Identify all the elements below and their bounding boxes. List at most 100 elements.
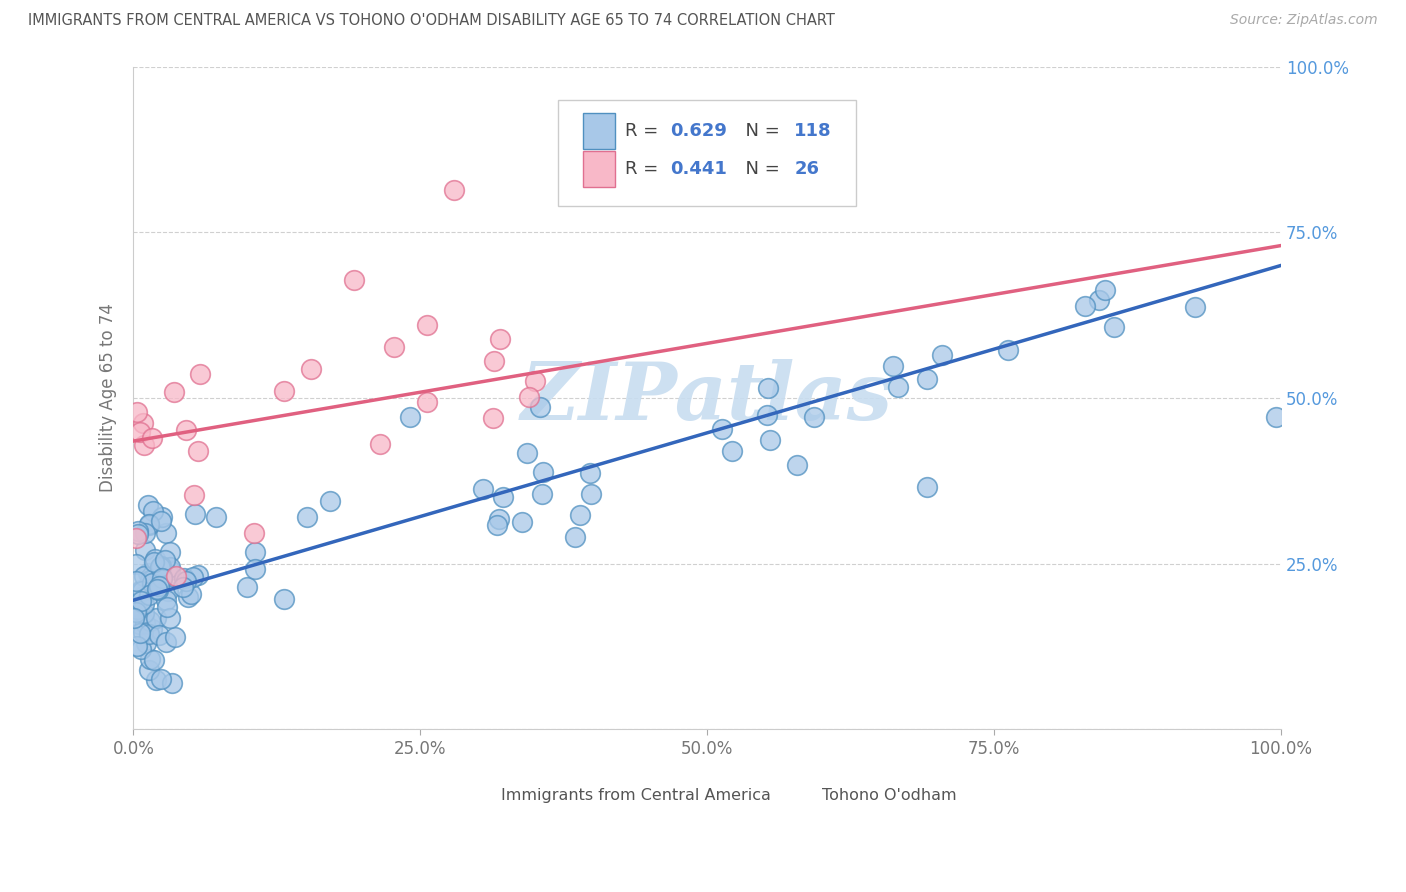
Point <box>188 368 211 382</box>
Point <box>176 590 198 604</box>
Point <box>124 608 146 623</box>
Point <box>510 515 533 529</box>
Point <box>1184 300 1206 314</box>
Point <box>180 587 202 601</box>
Text: R =: R = <box>624 122 664 140</box>
Point <box>143 552 166 566</box>
Text: Source: ZipAtlas.com: Source: ZipAtlas.com <box>1230 13 1378 28</box>
Point <box>273 591 295 606</box>
Text: ZIPatlas: ZIPatlas <box>522 359 893 437</box>
Point <box>134 616 156 631</box>
Point <box>176 574 198 588</box>
Point <box>492 490 515 504</box>
Point <box>489 333 512 347</box>
Point <box>127 527 149 541</box>
Point <box>150 510 173 524</box>
Point <box>160 676 183 690</box>
Point <box>125 404 148 418</box>
Point <box>138 588 160 602</box>
Point <box>143 581 166 595</box>
FancyBboxPatch shape <box>583 151 616 187</box>
Point <box>758 433 780 447</box>
Point <box>756 381 779 395</box>
Point <box>243 525 266 540</box>
Point <box>187 444 209 458</box>
Point <box>997 343 1019 357</box>
Point <box>398 410 420 425</box>
Point <box>136 498 159 512</box>
Point <box>273 384 295 399</box>
Point <box>125 640 148 654</box>
Text: N =: N = <box>734 122 785 140</box>
Point <box>343 273 366 287</box>
Point <box>132 625 155 640</box>
Point <box>803 410 825 425</box>
Point <box>517 390 540 404</box>
Point <box>181 569 204 583</box>
Point <box>173 571 195 585</box>
FancyBboxPatch shape <box>799 781 823 810</box>
Point <box>579 487 602 501</box>
Point <box>129 642 152 657</box>
Text: IMMIGRANTS FROM CENTRAL AMERICA VS TOHONO O'ODHAM DISABILITY AGE 65 TO 74 CORREL: IMMIGRANTS FROM CENTRAL AMERICA VS TOHON… <box>28 13 835 29</box>
Text: 0.441: 0.441 <box>671 160 727 178</box>
Point <box>530 486 553 500</box>
Text: N =: N = <box>734 160 785 178</box>
Point <box>141 431 163 445</box>
Point <box>138 516 160 531</box>
Point <box>155 525 177 540</box>
Point <box>318 494 340 508</box>
Point <box>368 437 391 451</box>
Point <box>243 544 266 558</box>
Point <box>1264 409 1286 424</box>
FancyBboxPatch shape <box>558 100 856 206</box>
Point <box>150 559 173 574</box>
Point <box>149 559 172 574</box>
Point <box>138 614 160 628</box>
Point <box>125 557 148 571</box>
Point <box>132 597 155 611</box>
Point <box>131 594 153 608</box>
Point <box>416 394 439 409</box>
Point <box>153 553 176 567</box>
Point <box>564 530 586 544</box>
Point <box>129 582 152 597</box>
Point <box>165 569 187 583</box>
Text: Immigrants from Central America: Immigrants from Central America <box>501 789 770 803</box>
Point <box>523 374 546 388</box>
Point <box>138 518 160 533</box>
Point <box>931 348 953 362</box>
Point <box>148 627 170 641</box>
Point <box>205 510 228 524</box>
Point <box>134 525 156 540</box>
Point <box>125 531 148 545</box>
Text: 118: 118 <box>794 122 832 140</box>
Text: 0.629: 0.629 <box>671 122 727 140</box>
Point <box>482 411 505 425</box>
Point <box>145 582 167 596</box>
Point <box>135 636 157 650</box>
Point <box>915 372 938 386</box>
Point <box>482 353 505 368</box>
Point <box>516 446 538 460</box>
FancyBboxPatch shape <box>472 781 495 810</box>
Point <box>711 422 734 436</box>
Point <box>142 555 165 569</box>
Point <box>159 560 181 574</box>
Point <box>472 482 495 496</box>
Point <box>159 545 181 559</box>
Point <box>1094 283 1116 297</box>
Text: 26: 26 <box>794 160 820 178</box>
Point <box>579 466 602 480</box>
Point <box>142 504 165 518</box>
Text: R =: R = <box>624 160 664 178</box>
Point <box>882 359 904 373</box>
Point <box>146 582 169 597</box>
Point <box>529 400 551 414</box>
Point <box>150 514 173 528</box>
Point <box>127 524 149 538</box>
Point <box>145 611 167 625</box>
Text: Tohono O'odham: Tohono O'odham <box>823 789 956 803</box>
Point <box>184 507 207 521</box>
Point <box>163 630 186 644</box>
